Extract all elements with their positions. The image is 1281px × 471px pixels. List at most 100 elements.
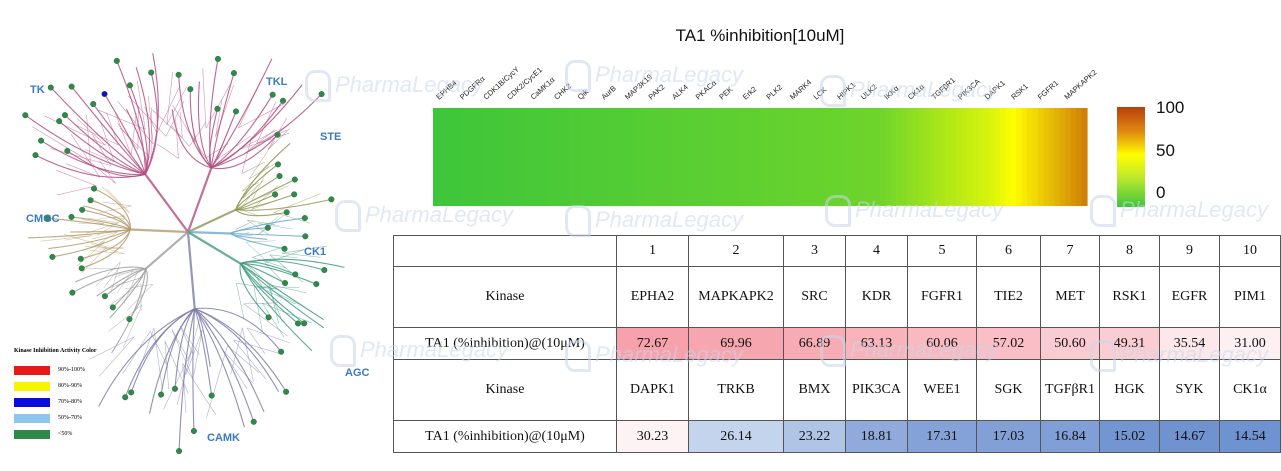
kinase-name-cell: SRC (783, 266, 846, 328)
heatmap-column-label: EPHB4 (434, 78, 458, 101)
kinase-node (283, 209, 290, 216)
family-label-camk: CAMK (207, 432, 240, 444)
tree-branch (251, 185, 279, 210)
kinase-node (68, 83, 75, 90)
inhibition-value-cell: 26.14 (688, 420, 784, 453)
tree-branch (194, 308, 245, 428)
tree-branch (235, 209, 287, 217)
heatmap-cell (580, 108, 587, 206)
tree-branch (269, 289, 283, 322)
heatmap-cell (1048, 108, 1055, 206)
tree-branch (112, 268, 147, 308)
kinome-tree (22, 53, 345, 455)
tree-branch (74, 124, 119, 146)
heatmap-cell (743, 108, 750, 206)
heatmap-cell (809, 108, 816, 206)
column-number: 8 (1099, 235, 1160, 267)
tree-branch (92, 103, 146, 175)
tree-branch (182, 363, 217, 416)
column-number: 5 (907, 235, 977, 267)
table-corner-cell (393, 235, 617, 267)
heatmap-cell (765, 108, 772, 206)
kinase-node (175, 71, 182, 78)
tree-branch (239, 263, 269, 318)
heatmap-cell (552, 108, 559, 206)
tree-branch (91, 231, 118, 240)
heatmap-column-label: AurB (599, 84, 617, 102)
row-label-inhibition: TA1 (%inhibition)@(10μM) (393, 327, 617, 360)
heatmap-cell (651, 108, 658, 206)
heatmap-cell (956, 108, 963, 206)
tree-branch (98, 216, 126, 220)
tree-branch (245, 240, 276, 243)
heatmap-cell (874, 108, 881, 206)
tree-branch (24, 114, 146, 175)
kinase-node (109, 304, 116, 311)
tree-branch (211, 100, 284, 169)
heatmap-cell (879, 108, 886, 206)
tree-branch (191, 118, 196, 142)
inhibition-value-cell: 35.54 (1159, 327, 1220, 360)
heatmap-cell (547, 108, 554, 206)
heatmap-cell (443, 108, 450, 206)
kinase-node (283, 388, 290, 395)
tree-branch (185, 330, 203, 375)
family-label-tk: TK (30, 84, 45, 96)
tree-branch (40, 235, 92, 242)
tree-branch (242, 183, 254, 199)
heatmap-column-label: PEK (717, 85, 734, 102)
heatmap-cell (803, 108, 810, 206)
tree-branch (189, 132, 206, 159)
tree-branch (48, 228, 131, 250)
heatmap-cell (645, 108, 652, 206)
kinase-node (279, 97, 286, 104)
colorbar-tick-label: 50 (1156, 141, 1175, 160)
kinase-node (176, 448, 183, 455)
tree-branch (135, 67, 151, 175)
tree-nodes (22, 55, 335, 455)
kinase-node (208, 392, 215, 399)
tree-branch (241, 182, 259, 192)
tree-branch (243, 303, 288, 337)
tree-branch (171, 109, 212, 169)
kinase-node (318, 91, 325, 98)
heatmap-cell (798, 108, 805, 206)
tree-branch (240, 262, 317, 285)
legend-swatch (14, 429, 50, 439)
heatmap-cell (482, 108, 489, 206)
tree-branch (166, 86, 187, 125)
legend-label: <50% (58, 431, 73, 437)
heatmap-column-label: PLK2 (764, 83, 784, 102)
tree-branch (240, 184, 259, 210)
tree-branch (164, 340, 189, 394)
heatmap-cell (841, 108, 848, 206)
kinase-node (90, 101, 97, 108)
column-number: 9 (1159, 235, 1220, 267)
legend-swatch (14, 381, 50, 391)
heatmap-cell (852, 108, 859, 206)
legend-swatch (14, 413, 50, 423)
tree-branch (197, 81, 212, 169)
tree-branch (126, 284, 154, 311)
family-label-tkl: TKL (266, 76, 288, 88)
tree-branch (66, 150, 146, 177)
heatmap-cell (1043, 108, 1050, 206)
heatmap-cell (558, 108, 565, 206)
tree-branch (50, 87, 146, 175)
tree-branch (172, 105, 196, 142)
inhibition-value-cell: 49.31 (1099, 327, 1160, 360)
tree-branch (81, 219, 104, 225)
tree-branch (236, 283, 245, 319)
tree-branches (24, 53, 345, 452)
tree-branch (76, 241, 105, 267)
tree-branch (103, 268, 119, 289)
legend-title: Kinase Inhibition Activity Color (14, 348, 97, 354)
kinase-node (77, 255, 84, 262)
heatmap-column-label: Erk2 (741, 84, 758, 101)
tree-branch (144, 53, 159, 175)
heatmap-cell (776, 108, 783, 206)
tree-branch (116, 60, 146, 175)
tree-branch (89, 249, 125, 255)
tree-branch (215, 99, 223, 137)
kinase-node (302, 233, 309, 240)
